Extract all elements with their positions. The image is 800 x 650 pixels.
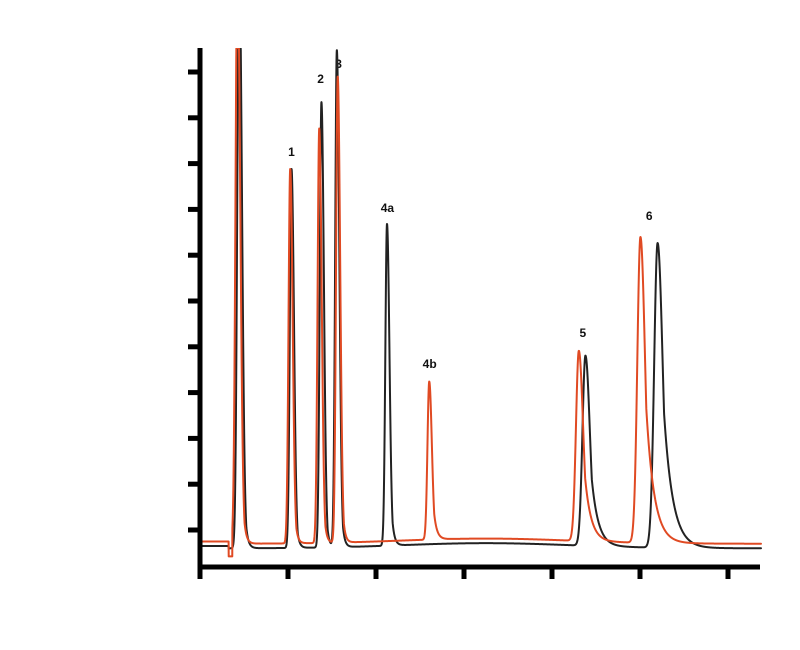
peak-label: 5 [579,326,587,341]
peak-label: 4a [380,201,395,216]
peak-label: 2 [317,71,324,86]
peak-label: 4b [422,356,437,371]
peak-label: 1 [288,145,295,160]
trace-trace_a [199,47,762,550]
peak-label: 6 [645,209,653,224]
trace-trace_b [199,47,762,558]
peak-label: 3 [335,56,342,71]
